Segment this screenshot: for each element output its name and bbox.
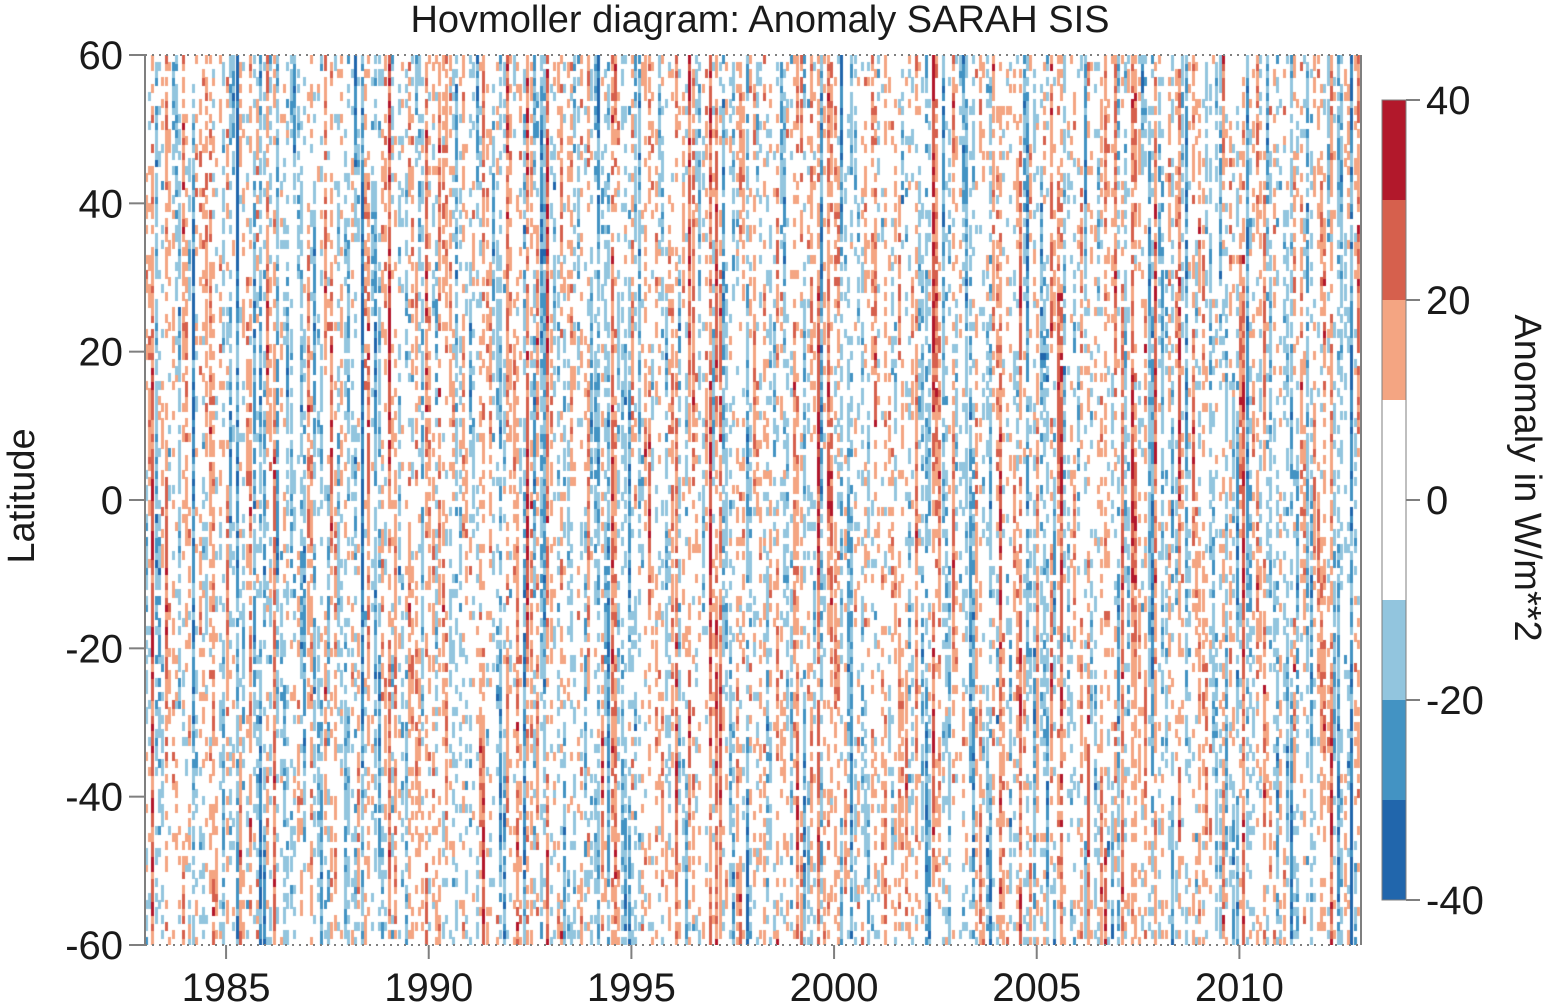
y-tick-label: 40 bbox=[79, 182, 124, 226]
colorbar-tick-label: -40 bbox=[1426, 879, 1484, 923]
colorbar-bin bbox=[1382, 200, 1406, 300]
x-tick-label: 2000 bbox=[790, 966, 879, 1008]
x-tick-label: 1985 bbox=[182, 966, 271, 1008]
colorbar-bin bbox=[1382, 600, 1406, 700]
colorbar-bin bbox=[1382, 300, 1406, 400]
colorbar-bin bbox=[1382, 700, 1406, 800]
colorbar-label: Anomaly in W/m**2 bbox=[1506, 314, 1548, 641]
colorbar-tick-label: 20 bbox=[1426, 279, 1471, 323]
colorbar-tick-label: -20 bbox=[1426, 679, 1484, 723]
y-tick-label: 0 bbox=[101, 479, 123, 523]
colorbar-tick-label: 40 bbox=[1426, 79, 1471, 123]
colorbar-bin bbox=[1382, 800, 1406, 900]
y-tick-label: -20 bbox=[65, 627, 123, 671]
y-axis-title: Latitude bbox=[1, 428, 43, 563]
chart-title: Hovmoller diagram: Anomaly SARAH SIS bbox=[410, 0, 1109, 41]
x-tick-label: 1995 bbox=[587, 966, 676, 1008]
y-tick-label: 60 bbox=[79, 34, 124, 78]
y-tick-label: -60 bbox=[65, 924, 123, 968]
x-tick-label: 1990 bbox=[384, 966, 473, 1008]
plot-frame bbox=[145, 54, 1362, 946]
colorbar: 40 20 0 -20 -40 bbox=[1381, 79, 1484, 923]
colorbar-bin bbox=[1382, 100, 1406, 200]
colorbar-bin bbox=[1382, 400, 1406, 600]
x-tick-label: 2010 bbox=[1195, 966, 1284, 1008]
x-axis: 1985 1990 1995 2000 2005 2010 bbox=[182, 945, 1284, 1008]
y-axis: 60 40 20 0 -20 -40 -60 bbox=[65, 34, 146, 968]
y-tick-label: -40 bbox=[65, 776, 123, 820]
colorbar-tick-label: 0 bbox=[1426, 479, 1448, 523]
x-tick-label: 2005 bbox=[992, 966, 1081, 1008]
y-tick-label: 20 bbox=[79, 331, 124, 375]
heatmap-plot bbox=[145, 55, 1361, 945]
